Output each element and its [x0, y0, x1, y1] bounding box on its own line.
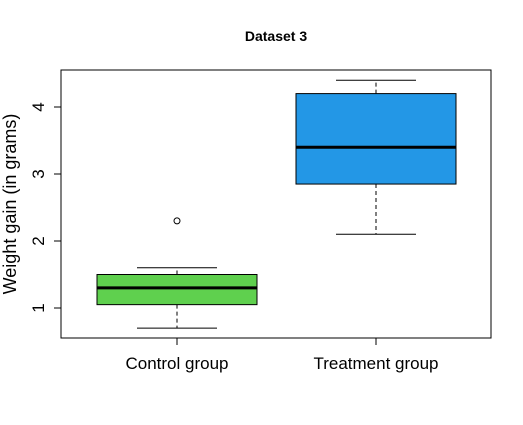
- plot-layer: 1 2 3 4 Control group Treatment group: [29, 79, 457, 373]
- y-tick-label-3: 3: [29, 169, 48, 178]
- x-tick-label-control-group: Control group: [125, 354, 228, 373]
- y-axis-label: Weight gain (in grams): [0, 114, 20, 295]
- box-treatment-group: [295, 93, 457, 185]
- x-tick-label-treatment-group: Treatment group: [313, 354, 438, 373]
- chart-title: Dataset 3: [245, 28, 307, 44]
- y-tick-label-4: 4: [29, 102, 48, 111]
- box-control-group: [96, 274, 258, 306]
- y-tick-label-1: 1: [29, 303, 48, 312]
- plot-frame: [60, 69, 492, 339]
- y-tick-label-2: 2: [29, 236, 48, 245]
- outlier-control-group-0: [173, 217, 181, 225]
